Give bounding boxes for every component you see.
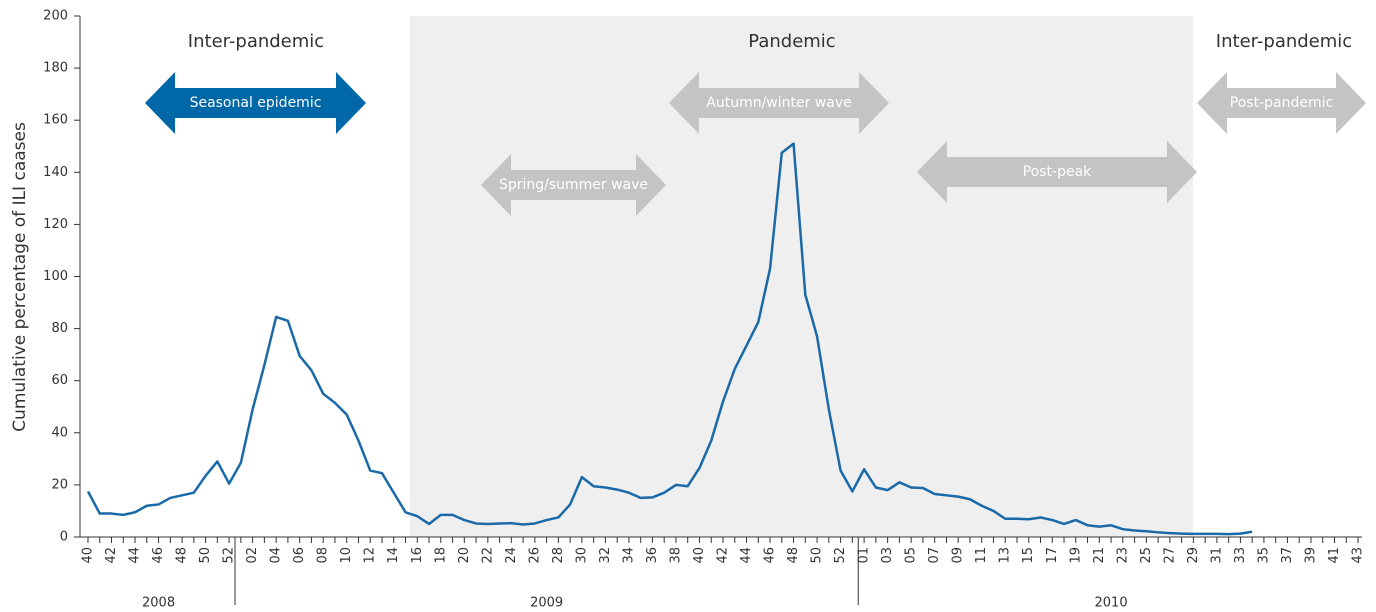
x-tick-label: 26 — [527, 547, 542, 564]
arrow — [669, 72, 889, 134]
x-tick-label: 40 — [81, 547, 96, 564]
y-tick-label: 80 — [51, 321, 68, 336]
y-tick-label: 160 — [43, 113, 68, 128]
x-tick-label: 25 — [1139, 547, 1154, 564]
y-tick-label: 200 — [43, 9, 68, 24]
x-tick-label: 15 — [1021, 547, 1036, 564]
series-line — [86, 142, 1253, 536]
year-label: 2009 — [530, 596, 563, 611]
x-tick-label: 52 — [833, 547, 848, 564]
x-tick-label: 39 — [1303, 547, 1318, 564]
arrow-label: Post-peak — [1023, 164, 1092, 180]
x-tick-label: 19 — [1068, 547, 1083, 564]
x-tick-label: 46 — [763, 547, 778, 564]
x-tick-label: 05 — [904, 547, 919, 564]
period-label: Inter-pandemic — [1216, 31, 1352, 52]
x-tick-label: 33 — [1233, 547, 1248, 564]
arrow — [481, 154, 666, 216]
y-tick-label: 120 — [43, 217, 68, 232]
x-tick-label: 11 — [974, 547, 989, 564]
x-tick-label: 35 — [1256, 547, 1271, 564]
arrow — [145, 72, 366, 134]
y-tick-label: 100 — [43, 269, 68, 284]
x-tick-label: 18 — [433, 547, 448, 564]
x-tick-label: 32 — [598, 547, 613, 564]
x-tick-label: 38 — [668, 547, 683, 564]
x-tick-label: 07 — [927, 547, 942, 564]
y-tick-label: 40 — [51, 425, 68, 440]
y-axis-label: Cumulative percentage of ILI caases — [10, 122, 30, 432]
x-tick-label: 43 — [1351, 547, 1366, 564]
arrow — [917, 141, 1197, 203]
arrow-label: Autumn/winter wave — [706, 95, 852, 111]
y-tick-label: 60 — [51, 373, 68, 388]
x-tick-label: 21 — [1092, 547, 1107, 564]
x-tick-label: 06 — [292, 547, 307, 564]
x-tick-label: 30 — [574, 547, 589, 564]
year-label: 2010 — [1095, 596, 1128, 611]
y-tick-label: 180 — [43, 61, 68, 76]
x-tick-label: 42 — [716, 547, 731, 564]
arrow-label: Post-pandemic — [1230, 95, 1333, 111]
x-tick-label: 52 — [222, 547, 237, 564]
x-tick-label: 13 — [998, 547, 1013, 564]
period-label: Inter-pandemic — [188, 31, 324, 52]
x-tick-label: 04 — [269, 547, 284, 564]
y-tick-label: 140 — [43, 165, 68, 180]
x-tick-label: 17 — [1045, 547, 1060, 564]
x-tick-label: 10 — [339, 547, 354, 564]
x-tick-label: 20 — [457, 547, 472, 564]
x-tick-label: 46 — [151, 547, 166, 564]
x-tick-label: 14 — [386, 547, 401, 564]
x-tick-label: 36 — [645, 547, 660, 564]
x-tick-label: 41 — [1327, 547, 1342, 564]
x-tick-label: 48 — [786, 547, 801, 564]
x-tick-label: 37 — [1280, 547, 1295, 564]
arrow — [1197, 72, 1366, 134]
x-tick-label: 48 — [175, 547, 190, 564]
x-tick-label: 03 — [880, 547, 895, 564]
x-tick-label: 12 — [363, 547, 378, 564]
x-tick-label: 27 — [1162, 547, 1177, 564]
x-tick-label: 09 — [951, 547, 966, 564]
x-tick-label: 40 — [692, 547, 707, 564]
x-tick-label: 28 — [551, 547, 566, 564]
x-tick-label: 34 — [621, 547, 636, 564]
x-tick-label: 44 — [128, 547, 143, 564]
arrow-label: Seasonal epidemic — [190, 95, 322, 111]
x-tick-label: 44 — [739, 547, 754, 564]
x-tick-label: 01 — [857, 547, 872, 564]
x-tick-label: 31 — [1209, 547, 1224, 564]
x-tick-label: 24 — [504, 547, 519, 564]
x-tick-label: 42 — [104, 547, 119, 564]
x-tick-label: 29 — [1186, 547, 1201, 564]
arrow-label: Spring/summer wave — [499, 177, 648, 193]
x-tick-label: 50 — [198, 547, 213, 564]
x-tick-label: 23 — [1115, 547, 1130, 564]
y-tick-label: 20 — [51, 477, 68, 492]
x-tick-label: 50 — [810, 547, 825, 564]
x-tick-label: 08 — [316, 547, 331, 564]
year-label: 2008 — [142, 596, 175, 611]
x-tick-label: 16 — [410, 547, 425, 564]
x-tick-label: 22 — [480, 547, 495, 564]
x-tick-label: 02 — [245, 547, 260, 564]
period-label: Pandemic — [748, 31, 835, 52]
y-tick-label: 0 — [60, 530, 68, 545]
